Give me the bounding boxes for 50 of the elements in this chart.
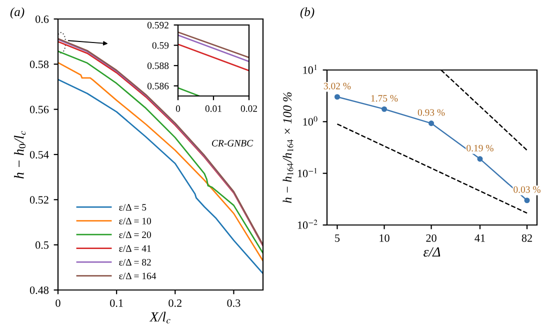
x-tick-label: 0.3 [227, 299, 240, 307]
y-tick-label: 0.6 [36, 15, 49, 24]
y-tick-label: 0.592 [147, 22, 168, 29]
y-tick-label: 10$^{0}$ [303, 116, 318, 126]
point [524, 198, 530, 204]
data-label: 0.19 % [466, 144, 494, 152]
annotation: CR-GNBC [212, 140, 254, 146]
y-tick-label: 0.588 [147, 62, 169, 70]
data-label: 3.02 % [324, 82, 351, 90]
y-tick-label: 0.52 [30, 196, 48, 204]
y-tick-label: 0.48 [30, 286, 49, 294]
chart-title: (a) [10, 7, 24, 19]
y-tick-label: 10$^{−2}$ [298, 220, 318, 229]
y-tick-label: 0.59 [152, 42, 169, 49]
x-tick-label: 0 [176, 105, 180, 112]
y-axis-title: h − h$_{0}$/l$_{c}$ [14, 130, 26, 178]
y-tick-label: 0.58 [30, 60, 49, 68]
x-tick-label: 0.2 [168, 299, 182, 307]
y-tick-label: 0.54 [30, 150, 49, 159]
x-tick-label: 82 [522, 234, 532, 242]
point [381, 106, 388, 112]
y-tick-label: 0.56 [30, 106, 49, 114]
x-tick-label: 5 [335, 234, 340, 242]
y-tick-label: 10$^{−1}$ [298, 168, 317, 178]
legend-label: ε/Δ = 41 [119, 245, 151, 252]
y-tick-label: 10$^{1}$ [303, 64, 317, 74]
legend-label: ε/Δ = 10 [119, 218, 151, 224]
x-tick-label: 0.02 [240, 105, 257, 112]
x-tick-label: 0.01 [205, 105, 222, 112]
x-tick-label: 10 [380, 234, 390, 242]
data-label: 0.03 % [514, 186, 540, 193]
y-axis-title: h − h$_{164}$/h$_{164}$ × 100 % [282, 92, 294, 203]
point [477, 156, 483, 162]
x-tick-label: 0 [56, 299, 60, 307]
point [334, 94, 340, 100]
x-tick-label: 0.1 [110, 299, 123, 307]
chart-title: (b) [300, 7, 314, 19]
data-label: 0.93 % [418, 109, 445, 116]
legend-label: ε/Δ = 164 [119, 272, 156, 280]
x-tick-label: 41 [474, 234, 485, 242]
legend-label: ε/Δ = 82 [119, 258, 151, 266]
point [428, 120, 434, 126]
legend-label: ε/Δ = 5 [119, 204, 146, 211]
y-tick-label: 0.5 [36, 241, 49, 249]
x-axis-title: ε/Δ [424, 247, 440, 257]
data-label: 1.75 % [371, 95, 398, 102]
x-axis-title: X/l$_{c}$ [149, 312, 170, 324]
y-tick-label: 0.586 [147, 82, 169, 90]
x-tick-label: 20 [426, 234, 436, 242]
legend-label: ε/Δ = 20 [119, 232, 151, 238]
